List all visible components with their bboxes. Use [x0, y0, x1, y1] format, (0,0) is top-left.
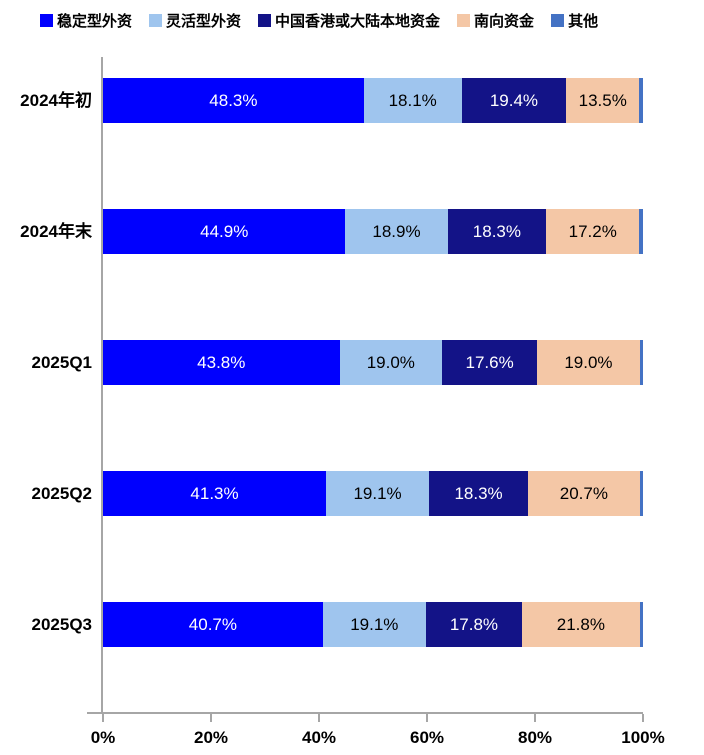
bar-segment-0: 41.3%	[103, 471, 327, 516]
bar-segment-1: 18.9%	[345, 209, 448, 254]
bar-segment-2: 18.3%	[447, 209, 547, 254]
bar-value-label: 17.6%	[465, 353, 514, 372]
bar-segment-2: 17.6%	[442, 340, 538, 385]
bar-segment-3: 21.8%	[522, 602, 640, 647]
bar-value-label: 44.9%	[200, 222, 249, 241]
bar-segment-3: 20.7%	[527, 471, 640, 516]
category-label: 2025Q3	[31, 615, 93, 634]
legend-swatch-icon	[40, 14, 53, 27]
bar-segment-3: 17.2%	[546, 209, 640, 254]
legend-swatch-icon	[258, 14, 272, 27]
legend-item-4: 其他	[551, 10, 598, 31]
category-label: 2025Q2	[31, 484, 93, 503]
bar-segment-1: 19.1%	[326, 471, 430, 516]
x-axis-tick	[318, 714, 320, 722]
legend-swatch-icon	[551, 14, 565, 27]
bar-segment-0: 48.3%	[103, 78, 364, 123]
bar-segment-2: 17.8%	[425, 602, 522, 647]
category-label: 2025Q1	[31, 353, 93, 372]
bar-segment-0: 44.9%	[103, 209, 346, 254]
bar-value-label: 19.0%	[366, 353, 415, 372]
x-axis-tick-label: 0%	[90, 728, 116, 747]
bar-row-2025Q3: 2025Q3 40.7% 19.1% 17.8% 21.8%	[32, 602, 643, 647]
bar-value-label: 18.1%	[388, 91, 437, 110]
bar-segment-1: 18.1%	[363, 78, 462, 123]
bar-row-2025Q2: 2025Q2 41.3% 19.1% 18.3% 20.7%	[32, 471, 643, 516]
x-axis-tick	[642, 714, 644, 722]
bar-segment-1: 19.0%	[339, 340, 443, 385]
plot-area: 2024年初 48.3% 18.1% 19.4% 13.5% 2024年末 44.9% 18.…	[20, 57, 665, 747]
bar-value-label: 18.3%	[472, 222, 521, 241]
bar-segment-4	[639, 209, 643, 254]
bar-segment-0: 43.8%	[103, 340, 340, 385]
bar-row-2025Q1: 2025Q1 43.8% 19.0% 17.6% 19.0%	[32, 340, 643, 385]
bar-row-2024年初: 2024年初 48.3% 18.1% 19.4% 13.5%	[20, 78, 643, 123]
legend-swatch-icon	[457, 14, 471, 27]
bar-segment-2: 18.3%	[429, 471, 528, 516]
legend-label: 稳定型外资	[57, 13, 133, 30]
bar-row-2024年末: 2024年末 44.9% 18.9% 18.3% 17.2%	[20, 209, 643, 254]
category-label: 2024年初	[20, 91, 92, 110]
bar-value-label: 41.3%	[190, 484, 239, 503]
bar-value-label: 17.2%	[568, 222, 617, 241]
bar-segment-4	[639, 471, 643, 516]
x-axis-tick-label: 60%	[409, 728, 445, 747]
bar-value-label: 19.1%	[350, 615, 399, 634]
bar-value-label: 48.3%	[209, 91, 258, 110]
x-axis-tick	[534, 714, 536, 722]
bar-value-label: 17.8%	[449, 615, 499, 634]
legend-swatch-icon	[149, 14, 163, 27]
bar-value-label: 13.5%	[578, 91, 627, 110]
bar-value-label: 19.4%	[489, 91, 539, 110]
legend-item-0: 稳定型外资	[40, 10, 132, 31]
legend-label: 其他	[568, 13, 599, 30]
legend-label: 南向资金	[474, 13, 535, 30]
legend-item-2: 中国香港或大陆本地资金	[258, 10, 440, 31]
bar-segment-4	[639, 602, 643, 647]
legend-item-1: 灵活型外资	[149, 10, 241, 31]
legend-label: 中国香港或大陆本地资金	[275, 13, 441, 30]
x-axis-tick	[426, 714, 428, 722]
x-axis-tick-label: 40%	[301, 728, 337, 747]
legend-item-3: 南向资金	[457, 10, 534, 31]
bar-segment-3: 13.5%	[566, 78, 640, 123]
x-axis-tick-label: 20%	[193, 728, 229, 747]
bar-segment-2: 19.4%	[461, 78, 567, 123]
bar-value-label: 20.7%	[559, 484, 608, 503]
bar-segment-4	[639, 340, 643, 385]
x-axis-tick	[102, 714, 104, 722]
x-axis-tick-label: 80%	[517, 728, 553, 747]
bar-segment-4	[639, 78, 643, 123]
bar-value-label: 43.8%	[197, 353, 246, 372]
bar-segment-3: 19.0%	[537, 340, 640, 385]
bar-segment-1: 19.1%	[322, 602, 426, 647]
bar-value-label: 19.1%	[353, 484, 402, 503]
bar-value-label: 18.9%	[372, 222, 421, 241]
bar-value-label: 19.0%	[564, 353, 613, 372]
bar-value-label: 18.3%	[454, 484, 503, 503]
chart-legend: 稳定型外资 灵活型外资 中国香港或大陆本地资金 南向资金 其他	[40, 10, 694, 31]
bar-value-label: 40.7%	[188, 615, 237, 634]
legend-label: 灵活型外资	[166, 13, 242, 30]
bar-value-label: 21.8%	[556, 615, 605, 634]
category-label: 2024年末	[20, 222, 92, 241]
bar-segment-0: 40.7%	[103, 602, 323, 647]
x-axis-tick-label: 100%	[621, 728, 665, 747]
x-axis-tick	[210, 714, 212, 722]
